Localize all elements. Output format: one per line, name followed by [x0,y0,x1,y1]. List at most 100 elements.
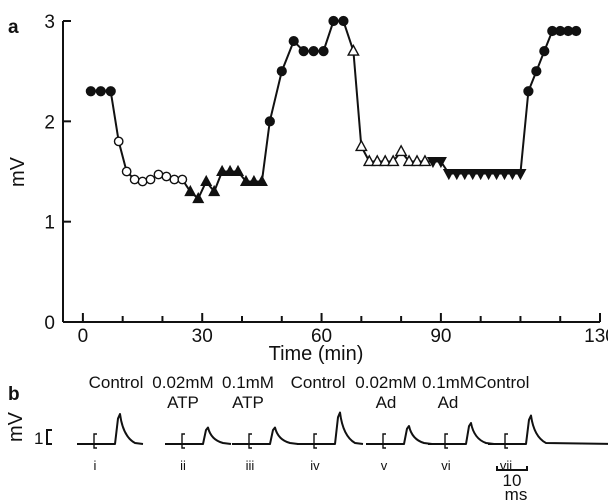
data-point-filled-circle [288,35,299,47]
trace-numeral-vi: vi [441,458,451,473]
trace-label-v: 0.02mM [355,373,416,392]
data-point-open-triangle-up [402,154,416,167]
data-point-filled-triangle-up [208,184,221,197]
x-axis-title: Time (min) [269,343,364,365]
data-point-filled-triangle-up [239,174,253,187]
data-point-filled-circle [308,46,319,57]
data-point-filled-triangle-down [506,169,519,181]
data-point-filled-triangle-down [490,169,503,181]
data-point-open-circle [113,136,124,147]
stimulus-artifact [382,433,386,449]
data-point-filled-circle [328,15,339,27]
trace-vii [488,414,608,445]
plot-area [85,15,582,204]
data-point-open-triangle-up [410,154,424,167]
data-point-filled-circle [105,86,116,97]
data-point-filled-triangle-up [255,174,268,187]
y-tick-label: 3 [44,12,55,33]
data-point-filled-triangle-down [442,169,455,181]
stimulus-artifact [444,433,448,449]
trace-i [77,413,144,445]
data-point-filled-triangle-down [474,169,487,181]
trace-numeral-iii: iii [246,458,255,473]
data-point-filled-circle [571,25,582,37]
data-point-open-triangle-up [386,154,400,167]
trace-numeral-iv: iv [310,458,320,473]
data-point-filled-triangle-up [192,191,205,204]
data-point-open-circle [145,174,156,185]
trace-label-vii: Control [475,373,530,392]
data-point-open-triangle-up [418,154,432,167]
panel-b: b mV 1 Controli0.02mMATPii0.1mMATPiiiCon… [5,373,608,502]
data-point-filled-circle [318,46,329,57]
data-point-filled-circle [523,86,534,97]
panel-a-letter: a [8,17,19,38]
trace-iv [297,411,364,445]
data-point-filled-circle [264,116,275,127]
trace-label-v: Ad [376,393,397,412]
trace-iii [232,426,299,445]
time-scale-bracket [496,466,528,471]
data-point-open-circle [153,169,164,180]
panel-b-letter: b [8,384,20,405]
stimulus-artifact [93,433,97,449]
trace-scale-value: 1 [34,429,43,448]
y-tick-label: 1 [44,213,55,234]
y-axis-title: mV [7,156,29,187]
trace-label-iii: 0.1mM [222,373,274,392]
data-point-filled-triangle-down [426,156,439,169]
data-point-open-triangle-up [362,154,376,167]
trace-label-vi: 0.1mM [422,373,474,392]
trace-numeral-v: v [381,458,388,473]
trace-y-axis-title: mV [5,411,27,442]
data-point-filled-circle [85,86,96,97]
data-point-open-circle [137,176,148,187]
y-tick-label: 0 [44,313,55,334]
data-point-open-circle [161,171,172,182]
axes: 01230306090130 [44,12,608,347]
trace-ii [165,426,232,445]
stimulus-artifact [248,433,252,449]
time-scale-unit: ms [505,485,528,502]
data-point-filled-triangle-up [224,164,237,176]
data-point-open-circle [169,174,180,185]
data-point-filled-circle [539,46,550,57]
x-tick-label: 130 [584,326,608,347]
trace-label-iii: ATP [232,393,264,412]
data-point-filled-triangle-down [514,169,527,181]
x-tick-label: 0 [78,326,89,347]
data-point-filled-triangle-down [498,169,511,181]
time-scale-bar: 10 ms [496,466,528,502]
stimulus-artifact [181,433,185,449]
data-point-open-circle [177,174,188,185]
trace-label-i: Control [89,373,144,392]
trace-v [366,425,433,445]
stimulus-artifact [313,433,317,449]
data-point-filled-circle [298,46,309,57]
voltage-scale-bracket [46,429,52,445]
data-point-filled-triangle-down [482,169,495,181]
data-point-filled-triangle-down [458,169,471,181]
data-point-filled-triangle-down [434,156,447,169]
trace-label-ii: 0.02mM [152,373,213,392]
data-point-filled-circle [95,86,106,97]
trace-numeral-i: i [94,458,97,473]
data-point-filled-triangle-down [450,169,463,181]
data-point-open-circle [121,166,132,177]
data-point-open-triangle-up [347,44,360,56]
data-point-open-triangle-up [394,144,408,157]
trace-vi [428,422,495,445]
data-point-filled-triangle-up [247,174,260,187]
data-point-filled-circle [531,66,542,77]
y-tick-label: 2 [44,112,55,133]
data-point-filled-triangle-up [216,164,229,176]
data-point-open-circle [129,174,140,185]
traces: Controli0.02mMATPii0.1mMATPiiiControliv0… [46,373,608,473]
panel-a: a mV Time (min) 01230306090130 [7,12,608,365]
data-point-open-triangle-up [354,139,368,152]
time-scale-value: 10 [503,471,522,490]
x-tick-label: 60 [311,326,332,347]
data-point-filled-triangle-up [231,164,245,176]
trace-label-vi: Ad [438,393,459,412]
